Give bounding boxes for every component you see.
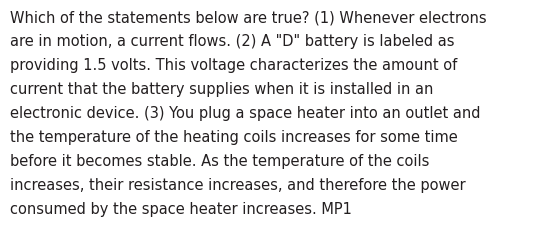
Text: Which of the statements below are true? (1) Whenever electrons: Which of the statements below are true? … xyxy=(10,10,487,25)
Text: consumed by the space heater increases. MP1: consumed by the space heater increases. … xyxy=(10,201,352,216)
Text: providing 1.5 volts. This voltage characterizes the amount of: providing 1.5 volts. This voltage charac… xyxy=(10,58,458,73)
Text: increases, their resistance increases, and therefore the power: increases, their resistance increases, a… xyxy=(10,177,466,192)
Text: electronic device. (3) You plug a space heater into an outlet and: electronic device. (3) You plug a space … xyxy=(10,106,480,120)
Text: current that the battery supplies when it is installed in an: current that the battery supplies when i… xyxy=(10,82,434,97)
Text: the temperature of the heating coils increases for some time: the temperature of the heating coils inc… xyxy=(10,129,458,144)
Text: are in motion, a current flows. (2) A "D" battery is labeled as: are in motion, a current flows. (2) A "D… xyxy=(10,34,455,49)
Text: before it becomes stable. As the temperature of the coils: before it becomes stable. As the tempera… xyxy=(10,153,430,168)
